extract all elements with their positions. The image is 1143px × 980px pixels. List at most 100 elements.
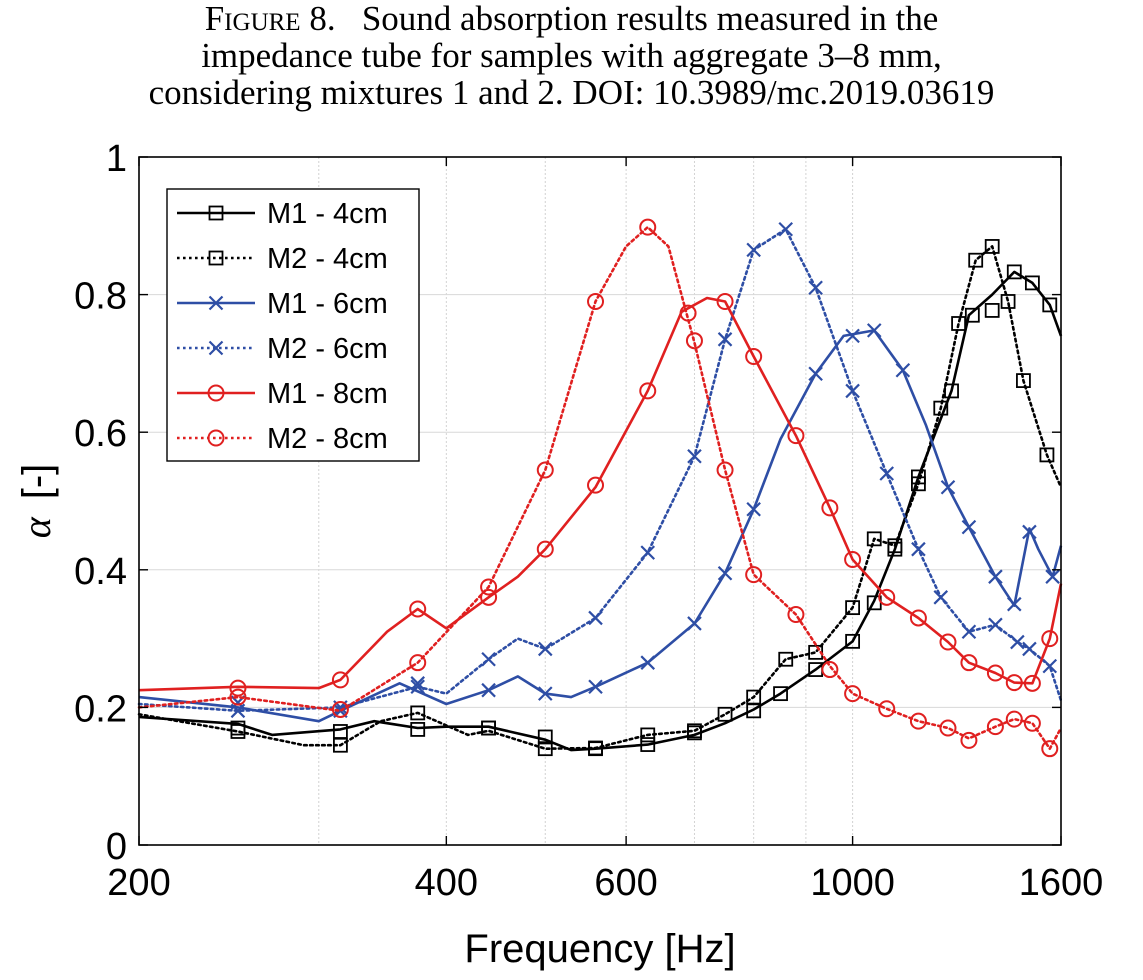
x-tick-label: 1000 <box>810 862 895 904</box>
data-marker <box>845 633 861 649</box>
series-m2-4cm <box>137 239 1063 757</box>
data-marker <box>481 651 496 667</box>
series-line <box>137 225 1063 751</box>
data-marker <box>481 682 496 698</box>
series-m2-8cm <box>137 218 1063 758</box>
data-marker <box>911 541 926 557</box>
legend-item: M1 - 8cm <box>177 378 388 410</box>
data-marker <box>773 686 788 702</box>
data-marker <box>911 476 926 492</box>
series-layer <box>137 218 1063 758</box>
y-tick-label: 0 <box>106 826 127 868</box>
data-marker <box>410 679 425 695</box>
data-marker <box>1010 634 1025 650</box>
data-marker <box>745 566 763 584</box>
legend-label: M2 - 6cm <box>267 333 388 365</box>
data-marker <box>208 295 224 311</box>
data-marker <box>879 466 895 481</box>
data-marker <box>1042 658 1058 674</box>
data-marker <box>537 741 553 757</box>
data-marker <box>409 600 427 618</box>
series-line <box>138 270 1063 752</box>
series-line <box>138 296 1063 692</box>
data-marker <box>778 221 794 237</box>
data-marker <box>410 722 426 737</box>
legend-label: M1 - 6cm <box>267 288 388 320</box>
data-marker <box>821 499 839 517</box>
data-marker <box>331 700 349 718</box>
y-tick-label: 0.6 <box>74 413 127 455</box>
data-marker <box>1045 569 1060 584</box>
data-marker <box>960 654 978 672</box>
data-marker <box>968 252 984 268</box>
data-marker <box>960 731 978 749</box>
legend-label: M1 - 8cm <box>267 378 388 410</box>
data-marker <box>808 280 823 295</box>
data-marker <box>588 610 603 626</box>
data-marker <box>1022 524 1037 540</box>
data-marker <box>1023 714 1041 732</box>
data-marker <box>587 292 605 310</box>
data-marker <box>588 679 603 695</box>
legend-label: M1 - 4cm <box>267 198 388 230</box>
data-marker <box>207 429 225 447</box>
data-marker <box>933 400 949 416</box>
data-marker <box>208 340 224 356</box>
data-marker <box>845 600 861 616</box>
series-m1-6cm <box>138 323 1063 723</box>
data-marker <box>717 706 733 722</box>
data-marker <box>1023 674 1041 692</box>
data-marker <box>480 578 498 596</box>
data-marker <box>787 427 805 445</box>
series-m1-8cm <box>138 292 1063 697</box>
data-marker <box>988 569 1003 584</box>
data-marker <box>1041 740 1059 758</box>
data-marker <box>687 723 702 739</box>
data-marker <box>984 303 1000 318</box>
y-tick-label: 0.8 <box>74 276 127 318</box>
data-marker <box>640 655 656 670</box>
caption-line-2: impedance tube for samples with aggregat… <box>201 36 942 75</box>
data-marker <box>536 461 554 479</box>
data-marker <box>537 686 553 701</box>
data-marker <box>746 242 761 258</box>
legend-box <box>166 188 420 462</box>
axis-ticks: 200 400 600 1000 1600 0 0.2 0.4 0.6 0.8 1 <box>74 138 1103 904</box>
data-marker <box>787 606 805 624</box>
data-marker <box>933 590 949 605</box>
data-marker <box>986 718 1004 736</box>
data-marker <box>984 239 1000 254</box>
x-axis-label: Frequency [Hz] <box>464 927 735 971</box>
data-marker <box>1039 447 1055 463</box>
plot-frame <box>138 156 1062 846</box>
data-marker <box>587 476 605 494</box>
data-marker <box>480 588 498 606</box>
data-marker <box>808 366 823 381</box>
caption-text-1: Sound absorption results measured in the <box>361 0 939 38</box>
data-marker <box>716 461 734 479</box>
data-marker <box>909 609 927 627</box>
data-marker <box>717 565 733 581</box>
data-marker <box>639 218 657 236</box>
y-axis-unit: [-] <box>15 464 59 500</box>
data-marker <box>1007 596 1022 612</box>
data-marker <box>410 705 426 721</box>
data-marker <box>640 727 656 743</box>
figure-caption: Figure 8. Sound absorption results measu… <box>0 0 1143 111</box>
data-marker <box>845 328 860 344</box>
legend-label: M2 - 4cm <box>267 243 388 275</box>
data-marker <box>1041 630 1059 648</box>
data-marker <box>481 720 496 736</box>
y-tick-label: 0.2 <box>74 688 127 730</box>
data-marker <box>1042 297 1058 313</box>
data-marker <box>939 633 957 651</box>
data-marker <box>909 712 927 730</box>
y-tick-label: 0.4 <box>74 551 127 593</box>
data-marker <box>537 729 553 745</box>
series-m2-6cm <box>137 221 1063 719</box>
data-marker <box>895 363 911 378</box>
x-tick-label: 400 <box>415 862 478 904</box>
data-marker <box>1016 373 1031 389</box>
data-marker <box>1005 710 1023 728</box>
data-marker <box>878 700 896 718</box>
